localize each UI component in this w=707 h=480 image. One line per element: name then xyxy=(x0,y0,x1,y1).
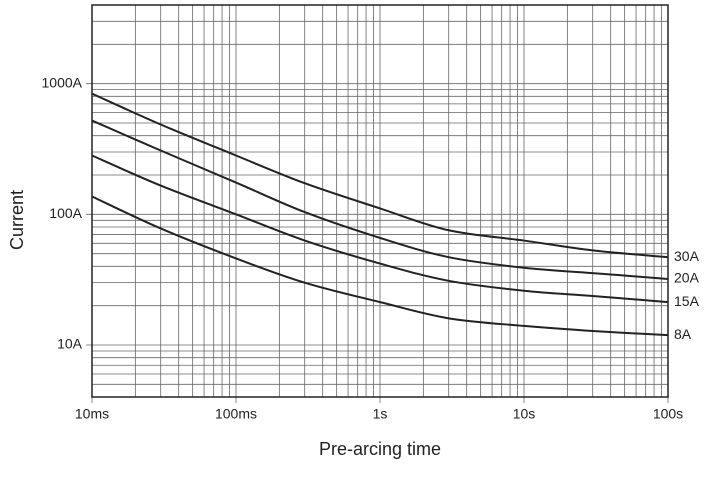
x-tick-label: 100s xyxy=(653,406,683,422)
series-label: 15A xyxy=(674,293,700,309)
x-tick-label: 10ms xyxy=(75,406,109,422)
plot-frame xyxy=(91,4,669,398)
y-tick-label: 100A xyxy=(49,205,82,221)
curve xyxy=(91,119,669,280)
x-axis-label: Pre-arcing time xyxy=(319,439,441,459)
series-label: 30A xyxy=(674,248,700,264)
curve xyxy=(91,154,669,304)
x-tick-label: 10s xyxy=(513,406,536,422)
series-label: 20A xyxy=(674,270,700,286)
x-tick-label: 100ms xyxy=(215,406,257,422)
curve xyxy=(91,92,669,259)
x-tick-label: 1s xyxy=(373,406,388,422)
y-tick-label: 10A xyxy=(57,336,83,352)
series-label: 8A xyxy=(674,326,692,342)
y-axis-label: Current xyxy=(7,190,27,250)
curve xyxy=(91,195,669,337)
y-tick-label: 1000A xyxy=(42,74,83,90)
